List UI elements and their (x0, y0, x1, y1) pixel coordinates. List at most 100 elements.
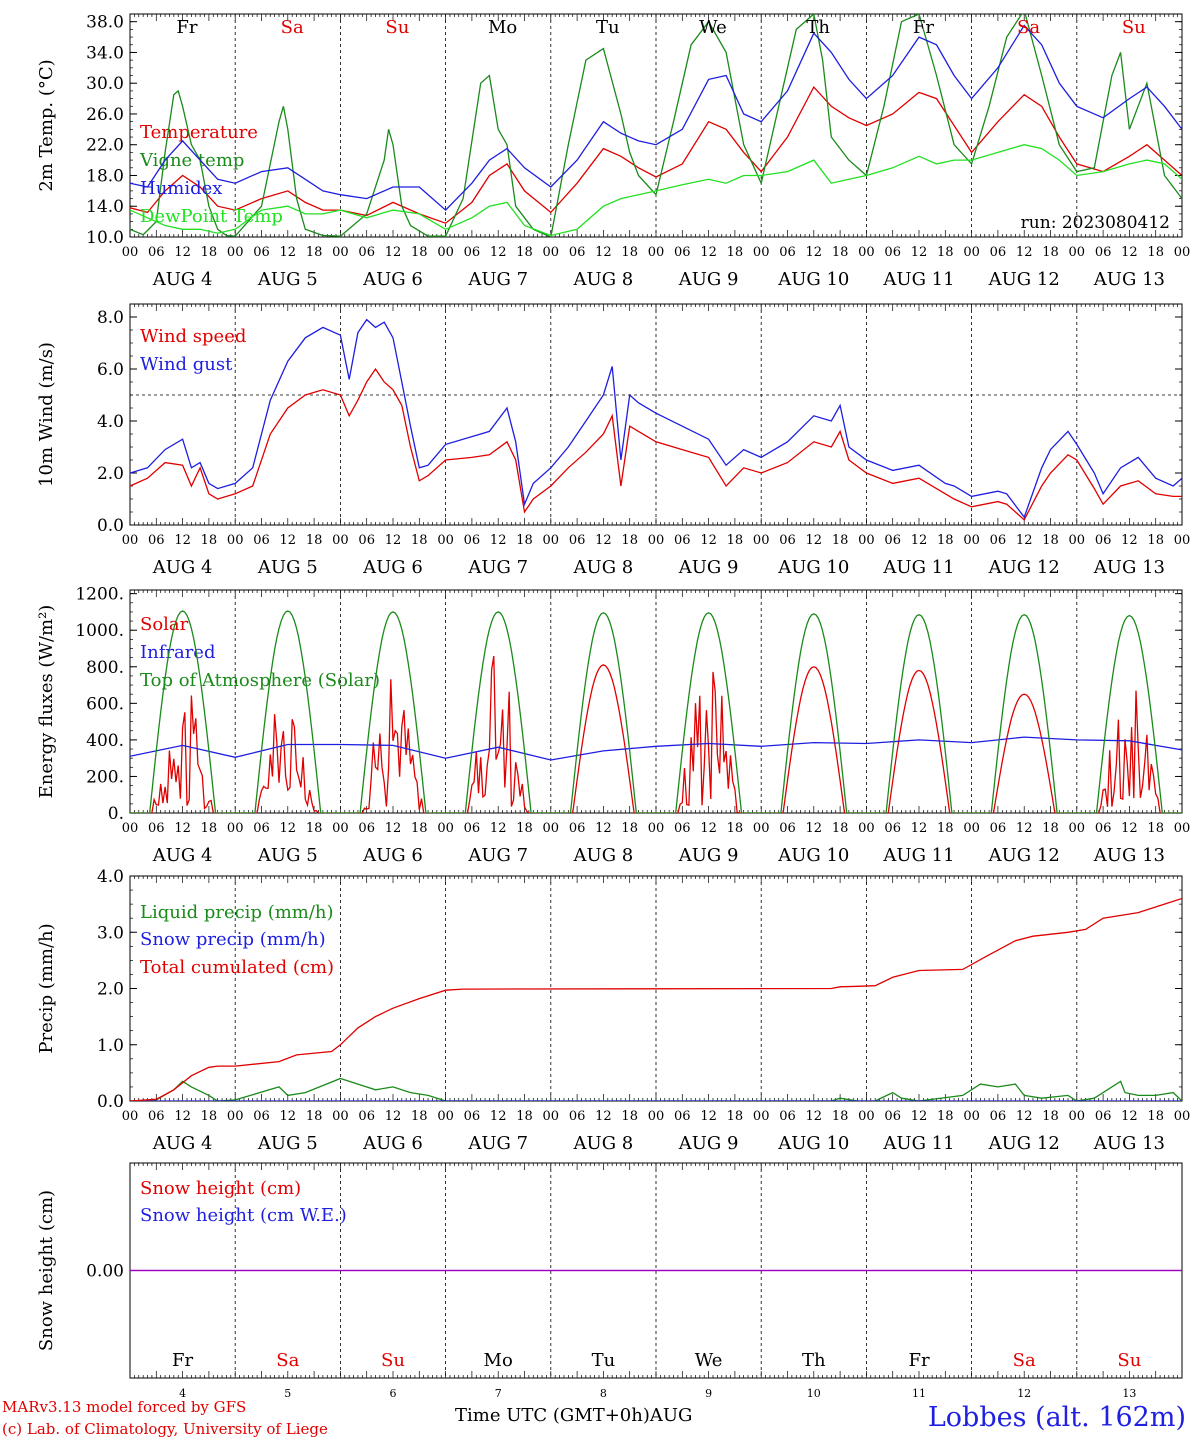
x-hour-label: 00 (858, 245, 875, 260)
x-date-label: AUG 6 (362, 269, 423, 290)
x-hour-label: 18 (306, 821, 323, 836)
x-day-number: 12 (1017, 1387, 1031, 1400)
x-hour-label: 18 (621, 533, 638, 548)
y-tick-label: 1000. (75, 621, 124, 641)
y-tick-label: 0. (108, 804, 124, 824)
x-hour-label: 06 (358, 533, 375, 548)
weekday-footer: Tu (592, 1350, 616, 1371)
model-credit: MARv3.13 model forced by GFS (2, 1398, 247, 1416)
x-hour-label: 12 (174, 821, 191, 836)
x-date-label: AUG 11 (882, 557, 954, 578)
series-line-red (130, 367, 1182, 521)
x-date-label: AUG 13 (1093, 845, 1165, 866)
x-hour-label: 12 (280, 533, 297, 548)
y-tick-label: 1.0 (97, 1036, 124, 1056)
weekday-header: Th (806, 17, 830, 38)
x-date-label: AUG 9 (678, 269, 739, 290)
panel-wind: 0.0 2.0 4.0 6.0 8.0 10m Wind (m/s) Wind speed W… (36, 303, 1190, 578)
x-hour-label: 06 (779, 533, 796, 548)
x-hour-label: 18 (201, 821, 218, 836)
x-date-label: AUG 11 (882, 1133, 954, 1154)
series-line-light_green (130, 144, 1182, 237)
x-hour-label: 06 (674, 1109, 691, 1124)
x-hour-label: 18 (306, 533, 323, 548)
panel-precip: 0.0 1.0 2.0 3.0 4.0 Precip (mm/h) Liquid preci… (36, 867, 1190, 1154)
x-hour-label: 06 (358, 1109, 375, 1124)
x-date-label: AUG 8 (573, 269, 634, 290)
panel-frame (129, 13, 1183, 238)
weekday-header: Sa (281, 17, 304, 38)
x-hour-label: 12 (806, 245, 823, 260)
x-hour-label: 00 (1174, 1109, 1191, 1124)
x-date-label: AUG 13 (1093, 269, 1165, 290)
x-hour-label: 18 (937, 533, 954, 548)
x-hour-label: 00 (332, 533, 349, 548)
x-hour-label: 18 (937, 821, 954, 836)
series-line-red (130, 85, 1182, 224)
x-hour-label: 00 (963, 821, 980, 836)
x-hour-label: 12 (1121, 821, 1138, 836)
x-date-label: AUG 6 (362, 845, 423, 866)
x-hour-label: 00 (227, 533, 244, 548)
weekday-footer: Sa (1013, 1350, 1036, 1371)
x-hour-label: 06 (884, 1109, 901, 1124)
x-hour-label: 12 (1121, 533, 1138, 548)
x-hour-label: 06 (990, 821, 1007, 836)
x-hour-label: 12 (700, 245, 717, 260)
x-date-label: AUG 11 (882, 845, 954, 866)
x-date-label: AUG 8 (573, 1133, 634, 1154)
x-date-label: AUG 10 (777, 845, 849, 866)
x-hour-label: 06 (569, 821, 586, 836)
x-hour-label: 12 (700, 821, 717, 836)
x-hour-label: 12 (911, 821, 928, 836)
x-date-label: AUG 4 (152, 845, 213, 866)
x-hour-label: 00 (543, 533, 560, 548)
x-hour-label: 06 (569, 1109, 586, 1124)
x-hour-label: 06 (253, 245, 270, 260)
x-hour-label: 00 (332, 821, 349, 836)
x-hour-label: 00 (858, 533, 875, 548)
x-hour-label: 12 (806, 533, 823, 548)
y-tick-label: 38.0 (86, 13, 124, 33)
x-hour-label: 12 (595, 821, 612, 836)
y-axis-label: 10m Wind (m/s) (36, 342, 57, 487)
x-date-label: AUG 4 (152, 557, 213, 578)
x-hour-label: 18 (937, 245, 954, 260)
x-hour-label: 00 (963, 533, 980, 548)
x-date-label: AUG 11 (882, 269, 954, 290)
x-hour-label: 06 (884, 821, 901, 836)
weekday-footer: Mo (484, 1350, 513, 1371)
x-hour-label: 06 (779, 1109, 796, 1124)
legend-green: Liquid precip (mm/h) (140, 902, 334, 923)
x-hour-label: 18 (411, 1109, 428, 1124)
x-hour-label: 06 (990, 245, 1007, 260)
x-hour-label: 00 (753, 1109, 770, 1124)
x-hour-label: 06 (464, 245, 481, 260)
x-hour-label: 06 (990, 533, 1007, 548)
x-hour-label: 06 (358, 245, 375, 260)
x-hour-label: 00 (437, 821, 454, 836)
x-hour-label: 00 (437, 245, 454, 260)
x-hour-label: 12 (1016, 821, 1033, 836)
x-hour-label: 12 (385, 533, 402, 548)
x-hour-label: 18 (516, 1109, 533, 1124)
x-hour-label: 06 (674, 245, 691, 260)
weekday-header: Su (385, 17, 409, 38)
x-hour-label: 18 (411, 533, 428, 548)
panel-temperature: 10.0 14.0 18.0 22.0 26.0 30.0 34.0 38.0 2m Temp.… (36, 13, 1190, 290)
y-tick-label: 2.0 (97, 464, 124, 484)
x-hour-label: 00 (437, 1109, 454, 1124)
x-date-label: AUG 12 (988, 557, 1060, 578)
x-hour-label: 00 (753, 245, 770, 260)
series-line-green (130, 610, 1182, 813)
x-hour-label: 06 (253, 821, 270, 836)
x-date-label: AUG 10 (777, 269, 849, 290)
x-hour-label: 18 (1042, 1109, 1059, 1124)
x-hour-label: 12 (1121, 1109, 1138, 1124)
run-label: run: 2023080412 (1021, 213, 1170, 233)
x-hour-label: 06 (674, 533, 691, 548)
x-hour-label: 00 (648, 533, 665, 548)
x-hour-label: 06 (779, 245, 796, 260)
x-hour-label: 12 (280, 245, 297, 260)
legend-red: Temperature (140, 122, 258, 143)
